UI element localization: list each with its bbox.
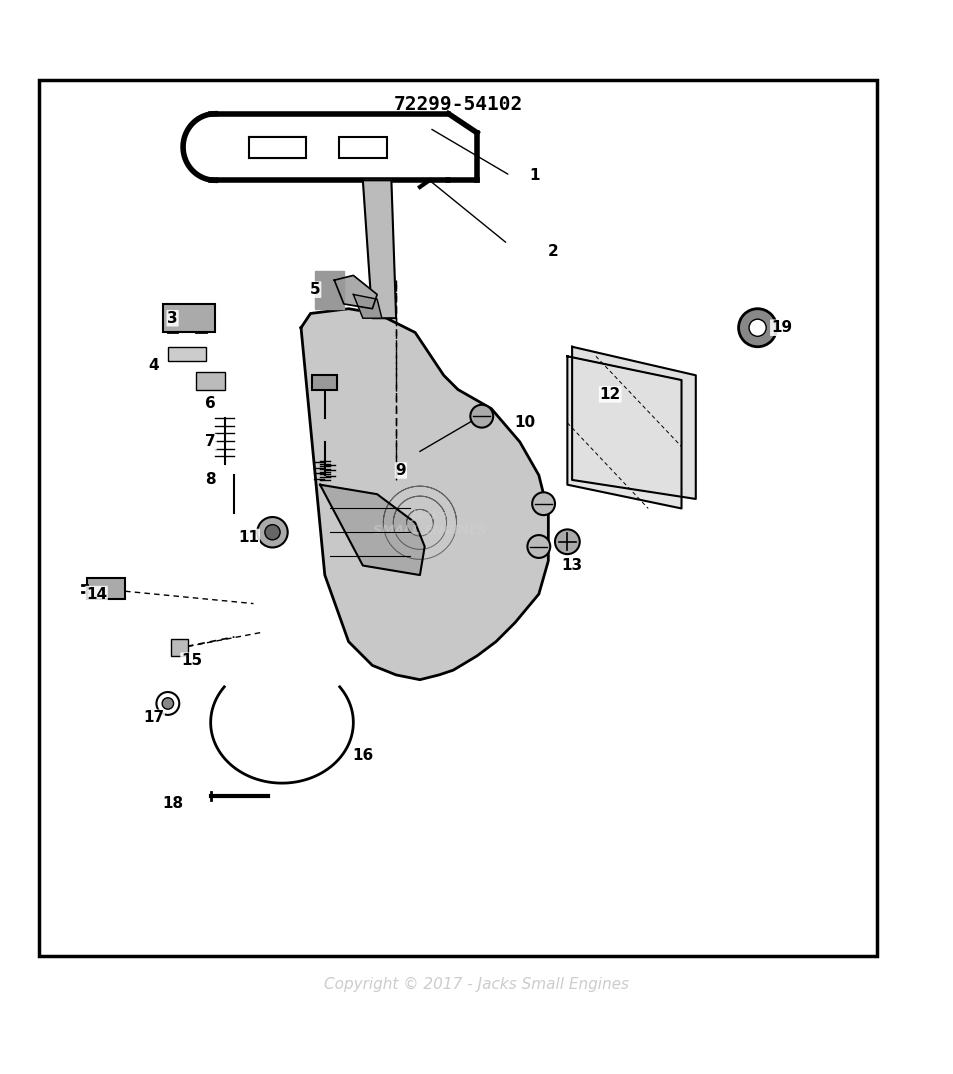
Bar	[196, 373, 225, 390]
Circle shape	[527, 535, 550, 557]
Text: 14: 14	[86, 586, 107, 601]
Bar	[163, 304, 215, 333]
Text: 15: 15	[181, 653, 202, 668]
Text: 1: 1	[528, 168, 538, 183]
Text: 2: 2	[547, 244, 558, 259]
Polygon shape	[319, 484, 424, 575]
Bar	[87, 578, 125, 599]
Text: 5: 5	[310, 282, 320, 297]
Polygon shape	[353, 294, 381, 318]
Text: 7: 7	[205, 434, 215, 449]
Circle shape	[257, 517, 288, 548]
Bar	[168, 347, 206, 361]
Text: 16: 16	[352, 749, 373, 764]
Bar	[313, 375, 336, 390]
Circle shape	[156, 692, 179, 715]
Circle shape	[738, 308, 776, 347]
Bar	[338, 137, 386, 158]
Bar	[171, 639, 188, 656]
Text: Copyright © 2017 - Jacks Small Engines: Copyright © 2017 - Jacks Small Engines	[324, 976, 629, 991]
Polygon shape	[362, 180, 395, 318]
Text: 13: 13	[561, 558, 582, 574]
Text: 4: 4	[148, 359, 159, 374]
Circle shape	[555, 529, 579, 554]
Polygon shape	[572, 347, 695, 499]
Circle shape	[162, 698, 173, 709]
Text: Jacks
SMALL ENGINES: Jacks SMALL ENGINES	[373, 509, 486, 537]
Text: 6: 6	[205, 396, 215, 411]
Bar	[39, 81, 876, 956]
Text: 11: 11	[238, 529, 259, 545]
Polygon shape	[301, 308, 548, 680]
Circle shape	[470, 405, 493, 427]
Circle shape	[532, 492, 555, 516]
Bar	[249, 137, 306, 158]
Text: 18: 18	[162, 796, 183, 811]
Text: 19: 19	[770, 320, 791, 335]
Text: 72299-54102: 72299-54102	[393, 95, 522, 114]
Text: 8: 8	[205, 473, 215, 488]
Text: 10: 10	[514, 416, 535, 431]
Polygon shape	[334, 275, 376, 308]
Text: 12: 12	[598, 387, 620, 402]
Polygon shape	[314, 271, 343, 308]
Text: 9: 9	[395, 463, 406, 478]
Text: 3: 3	[167, 310, 178, 325]
Circle shape	[265, 524, 280, 540]
Polygon shape	[567, 357, 680, 508]
Circle shape	[748, 319, 765, 336]
Text: 17: 17	[143, 710, 164, 725]
